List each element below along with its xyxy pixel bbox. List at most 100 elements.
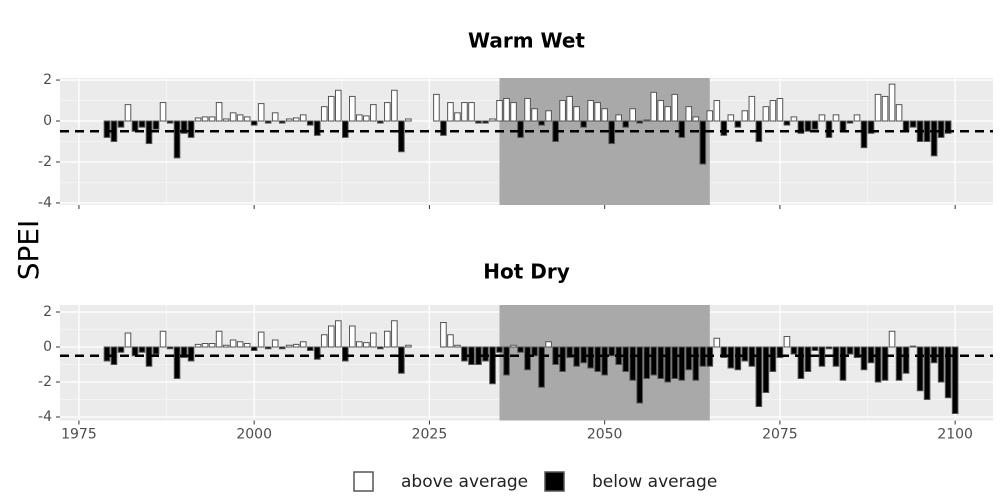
y-tick-label: -2 [38, 154, 52, 170]
bar [356, 114, 363, 122]
bar [138, 120, 146, 128]
x-tick-label: 2100 [937, 427, 973, 443]
bar [398, 120, 405, 153]
bar [341, 346, 349, 362]
bar [461, 102, 468, 122]
bar [482, 120, 489, 124]
bar [573, 106, 580, 122]
bar [222, 344, 230, 348]
bar [250, 346, 258, 351]
bar [664, 106, 672, 122]
bar [117, 346, 125, 353]
bar [839, 120, 847, 132]
bar [405, 344, 412, 348]
bar [370, 332, 377, 348]
bar [580, 120, 587, 128]
bar [531, 346, 538, 357]
bar [391, 89, 398, 122]
bar [608, 120, 615, 145]
bar [222, 118, 230, 122]
bar [853, 346, 861, 358]
bar [496, 100, 503, 122]
bar [881, 346, 889, 381]
bar [475, 120, 482, 124]
bar [173, 120, 181, 159]
x-tick-label: 2075 [762, 427, 798, 443]
bar [902, 346, 910, 374]
bar [867, 120, 875, 134]
bar [804, 120, 812, 132]
bar [874, 346, 882, 383]
bar [159, 330, 167, 348]
highlight-period [499, 78, 710, 205]
bar [152, 346, 160, 355]
bar [243, 116, 251, 122]
bar [496, 346, 503, 353]
bar [825, 346, 833, 350]
bar [503, 97, 510, 122]
bar [888, 83, 896, 122]
bar [762, 346, 770, 393]
bar [152, 120, 160, 130]
bar [531, 108, 538, 122]
bar [713, 100, 721, 122]
bar [461, 346, 468, 362]
bar [250, 120, 258, 126]
y-tick-label: -4 [38, 195, 52, 211]
bar [839, 346, 847, 381]
bar [271, 339, 279, 348]
bar [944, 120, 952, 134]
bar [601, 346, 608, 376]
bar [538, 346, 545, 388]
bar [748, 95, 756, 122]
bar [236, 114, 244, 122]
bar [699, 346, 707, 367]
bar [510, 102, 517, 122]
bar [306, 120, 314, 126]
bar [187, 346, 195, 362]
bar [377, 120, 384, 124]
bar [103, 346, 111, 362]
bar [755, 346, 763, 407]
bar [398, 346, 405, 374]
bar [881, 95, 889, 122]
bar [517, 346, 524, 353]
y-tick-label: 2 [43, 304, 52, 320]
bar [783, 120, 791, 126]
bar [194, 117, 202, 122]
bar [804, 346, 812, 372]
bar [769, 100, 777, 122]
bar [860, 120, 868, 149]
bar [524, 346, 531, 371]
bar [811, 346, 819, 351]
bar [671, 93, 679, 122]
bar [734, 346, 742, 371]
y-axis-label: SPEI [12, 220, 45, 281]
bar [180, 346, 188, 358]
bar [187, 120, 195, 138]
bar [440, 322, 447, 348]
bar [713, 337, 721, 348]
bar [327, 95, 335, 122]
panel-title: Warm Wet [468, 29, 585, 53]
bar [503, 346, 510, 376]
bar [818, 114, 826, 122]
bar [706, 110, 714, 122]
bar [468, 102, 475, 122]
bar [566, 95, 573, 122]
bar [594, 102, 601, 122]
bar [208, 343, 216, 348]
bar [243, 343, 251, 348]
bar [608, 346, 615, 357]
bar [363, 342, 370, 348]
bar [538, 120, 545, 126]
bar [790, 116, 798, 122]
bar [440, 120, 447, 136]
x-tick-label: 1975 [61, 427, 97, 443]
bar [678, 346, 686, 381]
bar [215, 102, 223, 122]
bar [173, 346, 181, 379]
bar [180, 120, 188, 134]
bar [944, 346, 952, 399]
